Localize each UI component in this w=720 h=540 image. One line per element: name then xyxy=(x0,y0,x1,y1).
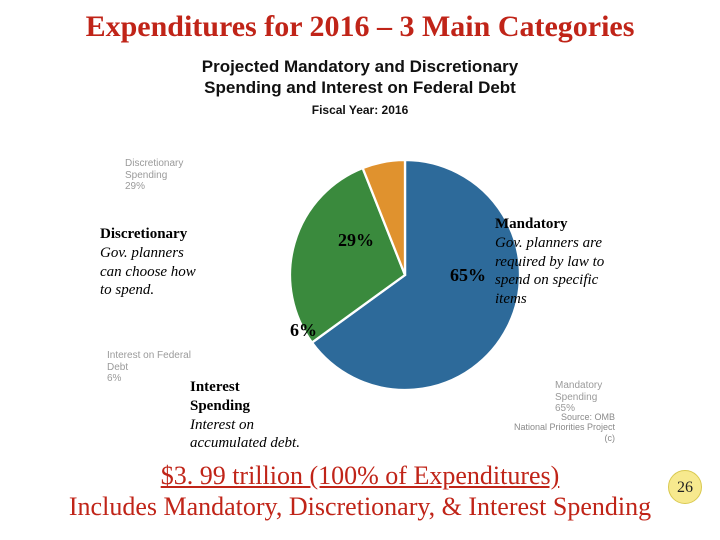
faint-label-text: Spending xyxy=(125,170,167,181)
chart-heading-line1: Projected Mandatory and Discretionary xyxy=(202,57,518,76)
callout-title: Interest xyxy=(190,378,340,397)
callout-title: Discretionary xyxy=(100,225,210,244)
callout-body: items xyxy=(495,290,630,309)
chart-heading: Projected Mandatory and Discretionary Sp… xyxy=(95,50,625,99)
chart-source: Source: OMB National Priorities Project … xyxy=(514,412,615,444)
faint-label-mandatory: Mandatory Spending 65% xyxy=(555,380,602,415)
callout-body: to spend. xyxy=(100,281,210,300)
pct-label-discretionary: 29% xyxy=(338,230,374,251)
bottom-line2: Includes Mandatory, Discretionary, & Int… xyxy=(69,492,651,521)
callout-body: can choose how xyxy=(100,263,210,282)
faint-label-discretionary: Discretionary Spending 29% xyxy=(125,158,183,193)
callout-interest: Interest Spending Interest on accumulate… xyxy=(190,378,340,453)
callout-body: Gov. planners are xyxy=(495,234,630,253)
source-line: Source: OMB xyxy=(561,412,615,422)
callout-body: accumulated debt. xyxy=(190,434,340,453)
page-number-badge: 26 xyxy=(668,470,702,504)
bottom-line1-underlined: $3. 99 trillion xyxy=(161,461,303,490)
chart-heading-line2: Spending and Interest on Federal Debt xyxy=(204,78,516,97)
callout-body: spend on specific xyxy=(495,271,630,290)
faint-label-text: 6% xyxy=(107,373,121,384)
faint-label-text: Mandatory xyxy=(555,380,602,391)
faint-label-interest: Interest on Federal Debt 6% xyxy=(107,350,191,385)
callout-discretionary: Discretionary Gov. planners can choose h… xyxy=(100,225,210,300)
callout-body: Gov. planners xyxy=(100,244,210,263)
callout-body: required by law to xyxy=(495,253,630,272)
callout-body: Interest on xyxy=(190,416,340,435)
bottom-line1-underlined: (100% of Expenditures) xyxy=(303,461,559,490)
pct-label-interest: 6% xyxy=(290,320,317,341)
faint-label-text: Spending xyxy=(555,392,597,403)
chart-subheading: Fiscal Year: 2016 xyxy=(95,99,625,117)
faint-label-text: Discretionary xyxy=(125,158,183,169)
bottom-text: $3. 99 trillion (100% of Expenditures) I… xyxy=(0,460,720,522)
faint-label-text: 29% xyxy=(125,181,145,192)
slide-title: Expenditures for 2016 – 3 Main Categorie… xyxy=(0,0,720,44)
callout-mandatory: Mandatory Gov. planners are required by … xyxy=(495,215,630,309)
source-copyright: (c) xyxy=(605,433,616,443)
callout-title: Spending xyxy=(190,397,340,416)
pct-label-mandatory: 65% xyxy=(450,265,486,286)
faint-label-text: Interest on Federal xyxy=(107,350,191,361)
callout-title: Mandatory xyxy=(495,215,630,234)
source-line: National Priorities Project xyxy=(514,422,615,432)
faint-label-text: Debt xyxy=(107,362,128,373)
